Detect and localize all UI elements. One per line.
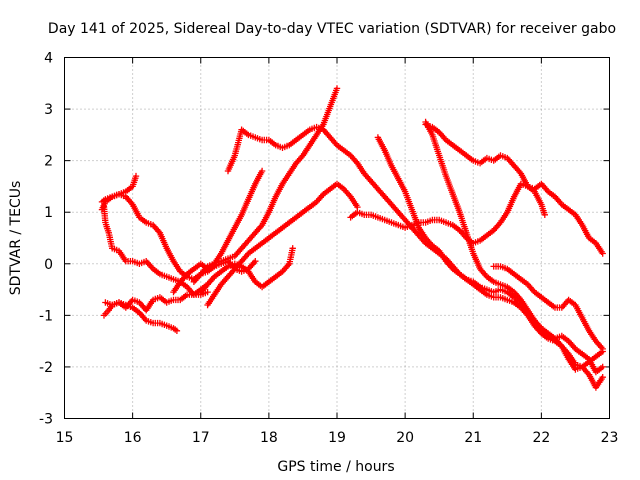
y-tick-label: -2 [39,360,53,376]
y-tick-label: 0 [44,257,53,273]
data-point-markers [102,281,211,314]
grid-lines [64,57,610,419]
y-axis-label: SDTVAR / TECUs [8,181,24,296]
data-point-markers [490,263,606,353]
chart-title: Day 141 of 2025, Sidereal Day-to-day VTE… [48,21,616,37]
x-axis-label: GPS time / hours [277,459,394,475]
series-arc-5 [102,281,211,314]
series-arc-10 [204,180,361,309]
data-point-markers [190,85,341,285]
x-tick-label: 17 [192,430,210,446]
data-point-markers [224,123,606,391]
y-tick-label: 1 [44,205,53,221]
x-tick-label: 22 [532,430,550,446]
y-tick-label: 4 [44,51,53,67]
x-tick-label: 15 [56,430,74,446]
data-point-markers [197,245,296,296]
data-point-markers [422,118,606,376]
x-tick-label: 16 [124,430,142,446]
x-tick-label: 20 [396,430,414,446]
series-arc-15 [490,263,606,353]
plot-frame [64,57,610,419]
y-tick-label: 2 [44,154,53,170]
series-arc-8 [224,123,606,391]
series-arc-7 [190,85,341,285]
data-point-markers [374,134,606,371]
series-arc-13 [422,118,606,376]
series-arc-12 [374,134,606,371]
y-tick-label: 3 [44,102,53,118]
x-tick-label: 18 [260,430,278,446]
data-markers [98,85,606,391]
x-tick-label: 21 [464,430,482,446]
data-point-markers [204,180,361,309]
series-arc-9 [197,245,296,296]
y-tick-label: -3 [39,412,53,428]
data-point-markers [422,121,606,257]
series-arc-14 [422,121,606,257]
x-tick-label: 19 [328,430,346,446]
x-tick-label: 23 [601,430,619,446]
y-tick-label: -1 [39,308,53,324]
